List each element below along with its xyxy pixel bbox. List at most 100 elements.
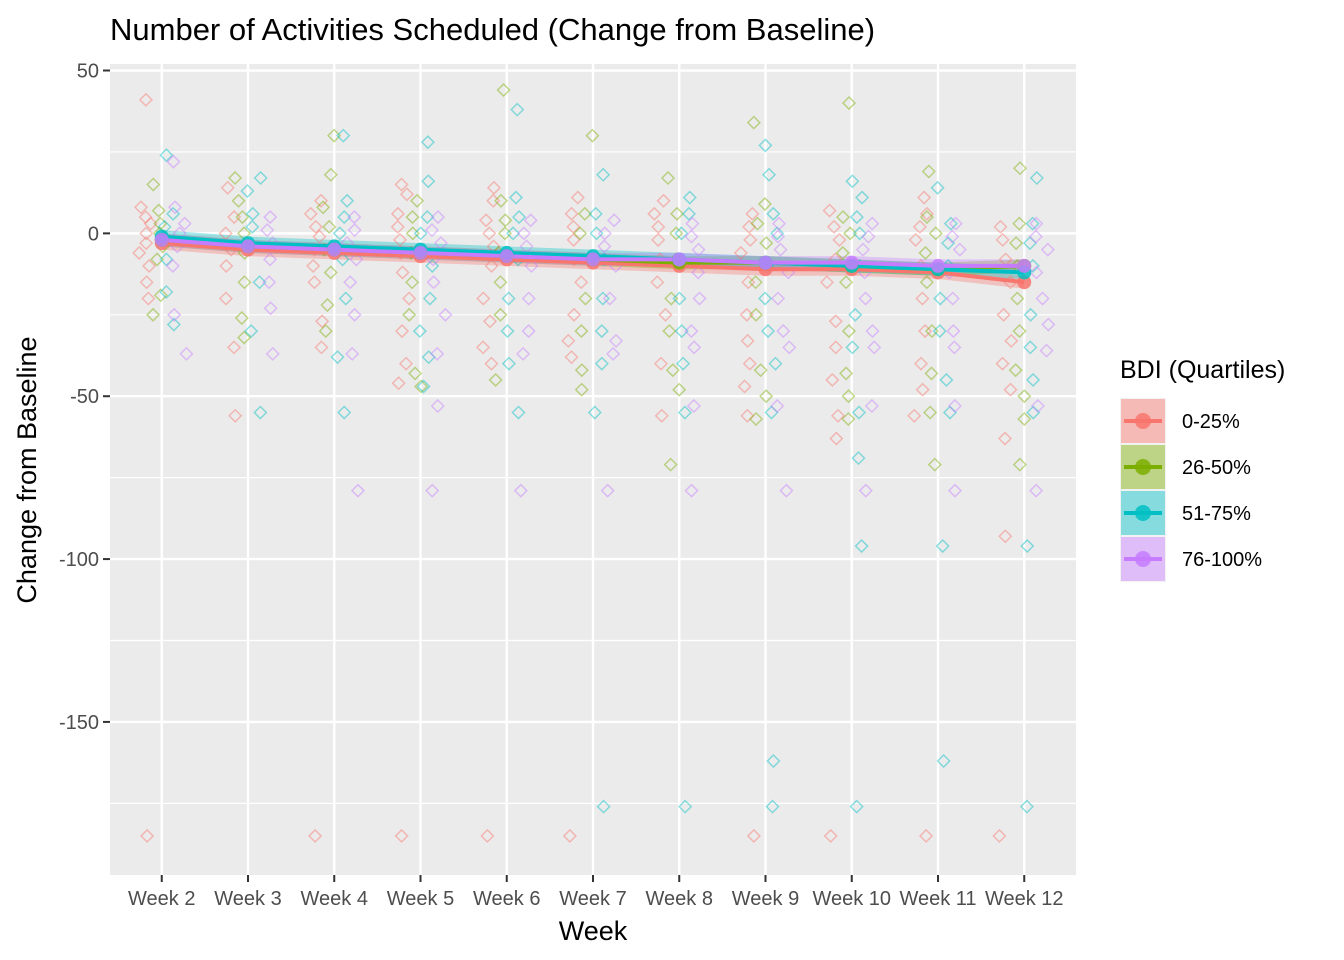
- scatter-point: [430, 398, 445, 414]
- scatter-point: [1009, 236, 1024, 251]
- scatter-point: [942, 405, 958, 420]
- scatter-point: [782, 340, 797, 355]
- scatter-point: [946, 324, 961, 339]
- scatter-point: [654, 408, 669, 423]
- scatter-point: [240, 183, 255, 199]
- scatter-point: [770, 229, 786, 244]
- scatter-point: [745, 206, 760, 221]
- scatter-point: [252, 275, 267, 290]
- scatter-point: [995, 356, 1010, 371]
- scatter-point: [841, 324, 856, 339]
- scatter-point: [867, 340, 882, 355]
- scatter-point: [390, 206, 405, 221]
- scatter-point: [244, 324, 259, 339]
- scatter-point: [995, 232, 1010, 247]
- scatter-point: [748, 307, 764, 322]
- scatter-point: [308, 828, 323, 843]
- scatter-point: [139, 226, 154, 241]
- gridlines: [110, 64, 1076, 875]
- scatter-point: [263, 252, 278, 267]
- scatter-point: [945, 229, 960, 244]
- scatter-point: [918, 245, 933, 260]
- scatter-point: [516, 346, 531, 361]
- scatter-point: [1003, 382, 1018, 397]
- scatter-point: [921, 164, 936, 179]
- scatter-point: [1029, 170, 1044, 186]
- scatter-point: [420, 135, 435, 150]
- scatter-point: [737, 379, 752, 394]
- scatter-point: [854, 538, 869, 554]
- scatter-point: [839, 275, 854, 290]
- scatter-point: [1029, 483, 1044, 498]
- scatter-point: [589, 226, 604, 241]
- scatter-point: [323, 265, 338, 280]
- scatter-point: [945, 291, 960, 306]
- scatter-point: [947, 483, 963, 498]
- scatter-point: [500, 324, 515, 339]
- scatter-point: [742, 356, 757, 371]
- scatter-point: [413, 226, 428, 241]
- scatter-point: [919, 210, 934, 225]
- series-point: [154, 232, 169, 247]
- scatter-point: [865, 324, 880, 339]
- scatter-point: [835, 245, 850, 260]
- scatter-point: [574, 363, 589, 378]
- scatter-point: [650, 275, 665, 290]
- scatter-point: [930, 180, 945, 195]
- scatter-point: [338, 291, 353, 306]
- scatter-point: [915, 382, 930, 397]
- scatter-point: [570, 190, 585, 205]
- scatter-point: [1012, 457, 1027, 472]
- scatter-point: [919, 275, 934, 290]
- scatter-point: [1035, 291, 1050, 306]
- scatter-point: [315, 314, 330, 329]
- scatter-point: [422, 291, 437, 306]
- scatter-point: [1029, 265, 1044, 280]
- scatter-point: [421, 174, 436, 189]
- scatter-point: [323, 167, 338, 182]
- scatter-point: [770, 226, 785, 241]
- scatter-point: [748, 275, 763, 290]
- chart-title: Number of Activities Scheduled (Change f…: [110, 12, 875, 47]
- scatter-point: [562, 828, 577, 843]
- scatter-point: [394, 828, 409, 843]
- scatter-point: [237, 330, 252, 345]
- scatter-point: [684, 324, 699, 339]
- scatter-point: [832, 232, 847, 247]
- scatter-point: [426, 275, 441, 290]
- scatter-point: [332, 226, 347, 241]
- scatter-point: [327, 128, 342, 143]
- scatter-point: [1010, 291, 1025, 306]
- scatter-point: [349, 252, 364, 267]
- scatter-point: [771, 216, 787, 231]
- scatter-point: [577, 206, 592, 221]
- scatter-point: [908, 232, 923, 247]
- x-tick-label: Week 12: [985, 888, 1064, 910]
- scatter-point: [350, 483, 365, 498]
- x-tick-label: Week 8: [646, 888, 713, 910]
- scatter-point: [848, 307, 863, 322]
- scatter-point: [165, 258, 180, 273]
- scatter-point: [506, 226, 521, 241]
- scatter-point: [510, 102, 525, 117]
- scatter-point: [139, 236, 154, 251]
- scatter-point: [231, 193, 246, 208]
- series-point: [1017, 258, 1032, 273]
- scatter-point: [917, 190, 932, 205]
- scatter-point: [347, 223, 362, 238]
- scatter-point: [757, 196, 772, 212]
- scatter-point: [424, 223, 440, 238]
- scatter-point: [770, 291, 786, 306]
- scatter-point: [656, 193, 671, 208]
- scatter-point: [159, 252, 174, 267]
- scatter-point: [566, 219, 581, 234]
- scatter-point: [391, 376, 406, 391]
- scatter-point: [740, 408, 755, 423]
- scatter-point: [996, 307, 1011, 322]
- series-point: [327, 242, 342, 257]
- scatter-point: [992, 828, 1007, 843]
- scatter-point: [765, 799, 780, 814]
- scatter-point: [865, 216, 880, 231]
- scatter-point: [245, 219, 260, 234]
